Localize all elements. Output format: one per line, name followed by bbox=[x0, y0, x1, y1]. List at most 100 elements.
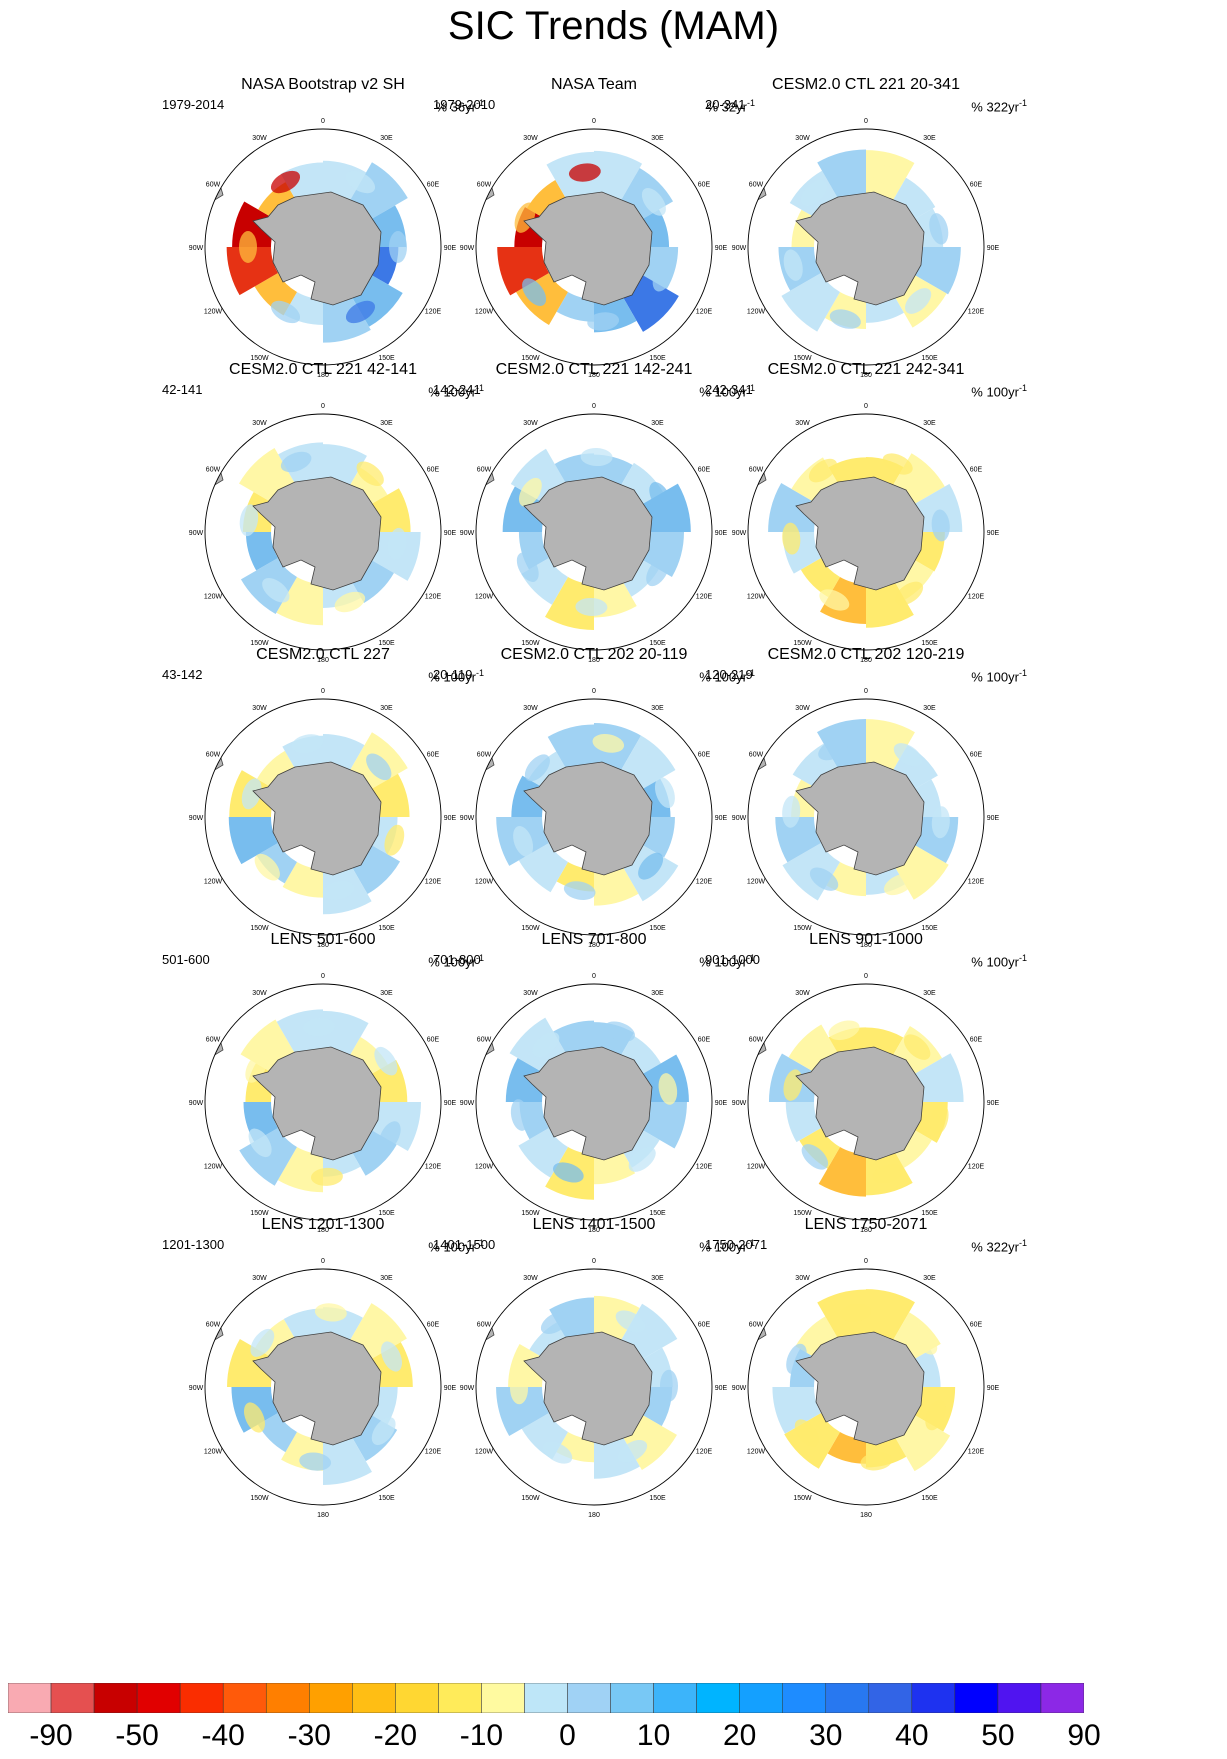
lon-label: 150E bbox=[378, 1495, 395, 1502]
lon-label: 180 bbox=[860, 1227, 872, 1232]
sic-sector bbox=[505, 1057, 549, 1102]
lon-label: 30E bbox=[923, 1275, 936, 1282]
lon-label: 150W bbox=[793, 355, 812, 362]
map-panel: CESM2.0 CTL 221 142-241 142-241 % 100yr-1 0… bbox=[433, 360, 755, 662]
lon-label: 120W bbox=[204, 1449, 223, 1456]
map-boundary bbox=[475, 128, 713, 366]
map-boundary bbox=[204, 128, 442, 366]
panel-years: 20-341 bbox=[705, 97, 746, 112]
colorbar bbox=[8, 1683, 1084, 1713]
lon-label: 90W bbox=[189, 815, 204, 822]
lon-label: 30W bbox=[523, 420, 538, 427]
sic-blob bbox=[510, 1099, 530, 1131]
panel-years: 1401-1500 bbox=[433, 1237, 496, 1252]
colorbar-swatch bbox=[438, 1683, 482, 1713]
sic-blob bbox=[310, 1167, 343, 1186]
sic-sector bbox=[497, 247, 549, 296]
sic-sector bbox=[545, 577, 594, 630]
colorbar-label: 0 bbox=[559, 1719, 576, 1752]
map-panel: NASA Bootstrap v2 SH 1979-2014 % 36yr-1 0 30… bbox=[162, 75, 484, 377]
sic-sector bbox=[528, 751, 568, 791]
panel-rate: % 100yr-1 bbox=[428, 383, 484, 400]
polar-map: 0 30E 60E 90E 120E 150E 180 150W 120W 90W 60W 30W bbox=[189, 973, 457, 1232]
colorbar-label: 40 bbox=[895, 1719, 929, 1752]
sic-blob bbox=[389, 231, 407, 263]
map-boundary bbox=[475, 983, 713, 1221]
panel-title: CESM2.0 CTL 221 242-341 bbox=[767, 361, 965, 378]
sic-blob bbox=[638, 852, 664, 880]
map-boundary bbox=[747, 1268, 985, 1506]
sic-blob bbox=[371, 1417, 396, 1446]
lon-label: 150W bbox=[250, 355, 269, 362]
map-panel: NASA Team 1979-2010 % 32yr-1 0 30E 60E 90E 120E… bbox=[433, 75, 755, 377]
panel-rate: % 100yr-1 bbox=[428, 1238, 484, 1255]
colorbar-swatch bbox=[395, 1683, 439, 1713]
panel-years: 43-142 bbox=[162, 667, 203, 682]
lon-label: 90W bbox=[732, 530, 747, 537]
panel-years: 120-219 bbox=[705, 667, 753, 682]
lon-label: 90W bbox=[460, 815, 475, 822]
sic-blob bbox=[254, 853, 280, 881]
antarctica-landmass bbox=[795, 191, 925, 306]
panel-title: LENS 1201-1300 bbox=[261, 1216, 385, 1233]
lon-label: 60E bbox=[970, 182, 983, 189]
sic-blob bbox=[513, 826, 534, 857]
lon-label: 150W bbox=[793, 640, 812, 647]
sic-sector bbox=[866, 1289, 915, 1342]
lon-label: 60E bbox=[970, 752, 983, 759]
map-panel: LENS 501-600 501-600 % 100yr-1 0 30E 60E 90E 12… bbox=[162, 930, 484, 1232]
sic-blob bbox=[510, 1372, 529, 1405]
lon-label: 30E bbox=[923, 990, 936, 997]
sic-blob bbox=[568, 163, 601, 182]
polar-map: 0 30E 60E 90E 120E 150E 180 150W 120W 90W 60W 30W bbox=[732, 973, 1000, 1232]
lon-label: 90W bbox=[189, 1385, 204, 1392]
lon-label: 150W bbox=[521, 925, 540, 932]
lon-label: 120W bbox=[747, 594, 766, 601]
sic-blob bbox=[379, 1121, 401, 1151]
map-panel: CESM2.0 CTL 202 20-119 20-119 % 100yr-1 0 30… bbox=[433, 645, 755, 947]
colorbar-label: 10 bbox=[636, 1719, 671, 1752]
lon-label: 60E bbox=[698, 1322, 711, 1329]
lon-label: 120E bbox=[968, 309, 985, 316]
panel-title: CESM2.0 CTL 221 20-341 bbox=[772, 76, 960, 93]
sic-sector bbox=[768, 483, 821, 532]
lon-label: 60E bbox=[427, 467, 440, 474]
panel-rate: % 36yr-1 bbox=[435, 98, 484, 115]
antarctica-landmass bbox=[523, 1046, 653, 1161]
lon-label: 60E bbox=[970, 467, 983, 474]
sic-sector bbox=[323, 734, 365, 772]
panel-title: CESM2.0 CTL 221 142-241 bbox=[495, 361, 693, 378]
lon-label: 60W bbox=[206, 1037, 221, 1044]
lon-label: 90W bbox=[460, 245, 475, 252]
sic-blob bbox=[381, 1341, 403, 1372]
lon-label: 0 bbox=[321, 973, 325, 980]
lon-label: 150W bbox=[250, 640, 269, 647]
lon-label: 90W bbox=[460, 1385, 475, 1392]
lon-label: 60W bbox=[749, 752, 764, 759]
sic-blob bbox=[652, 261, 674, 292]
map-panel: LENS 701-800 701-800 % 100yr-1 0 30E 60E 90E 12… bbox=[433, 930, 755, 1232]
sic-sector bbox=[620, 1128, 660, 1168]
sic-blob bbox=[646, 557, 670, 587]
lon-label: 150E bbox=[378, 925, 395, 932]
sic-sector bbox=[781, 273, 840, 332]
sic-blob bbox=[828, 1020, 860, 1041]
panel-title: CESM2.0 CTL 202 120-219 bbox=[767, 646, 965, 663]
colorbar-label: -20 bbox=[373, 1719, 418, 1752]
lon-label: 120E bbox=[425, 594, 442, 601]
panel-rate: % 32yr-1 bbox=[706, 98, 755, 115]
lon-label: 60W bbox=[477, 1322, 492, 1329]
sic-blob bbox=[270, 300, 301, 324]
lon-label: 0 bbox=[321, 118, 325, 125]
lon-label: 60W bbox=[206, 467, 221, 474]
sic-blob bbox=[818, 738, 849, 761]
lon-label: 120E bbox=[425, 309, 442, 316]
lon-label: 30W bbox=[523, 135, 538, 142]
colorbar-swatch bbox=[352, 1683, 396, 1713]
lon-label: 30E bbox=[651, 420, 664, 427]
sic-blob bbox=[532, 1032, 560, 1057]
lon-label: 0 bbox=[864, 118, 868, 125]
antarctica-landmass bbox=[523, 1331, 653, 1446]
polar-map: 0 30E 60E 90E 120E 150E 180 150W 120W 90W 60W 30W bbox=[189, 1258, 457, 1517]
colorbar-swatch bbox=[610, 1683, 654, 1713]
